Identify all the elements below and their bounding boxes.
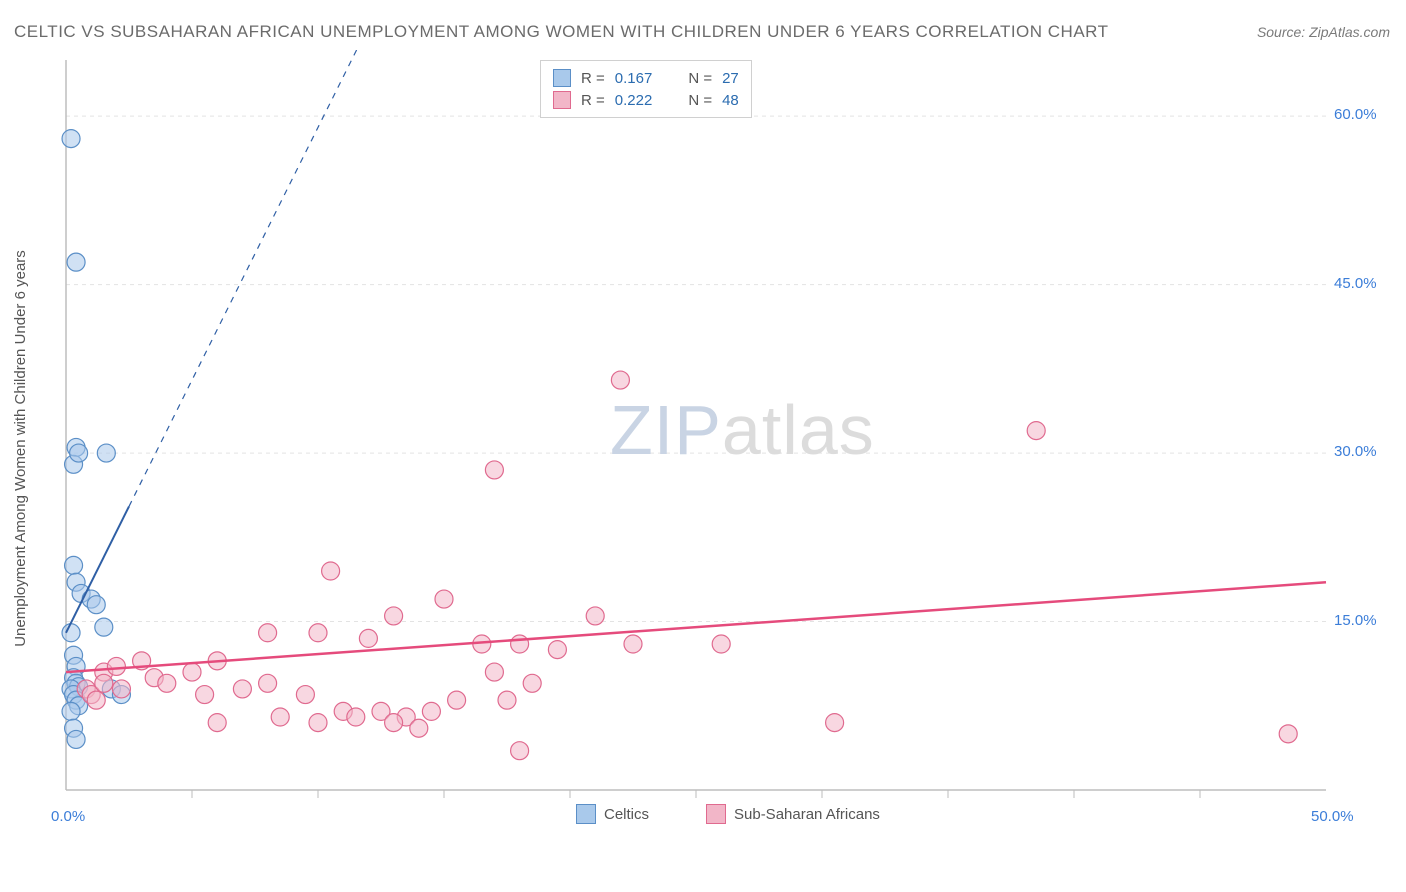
chart-area bbox=[56, 50, 1386, 820]
data-point bbox=[259, 674, 277, 692]
data-point bbox=[712, 635, 730, 653]
data-point bbox=[359, 629, 377, 647]
source-label: Source: ZipAtlas.com bbox=[1257, 24, 1390, 40]
data-point bbox=[422, 702, 440, 720]
data-point bbox=[95, 674, 113, 692]
data-point bbox=[107, 657, 125, 675]
data-point bbox=[1027, 422, 1045, 440]
data-point bbox=[296, 686, 314, 704]
chart-title: CELTIC VS SUBSAHARAN AFRICAN UNEMPLOYMEN… bbox=[14, 22, 1109, 42]
data-point bbox=[67, 730, 85, 748]
legend-row: R = 0.167 N = 27 bbox=[553, 67, 739, 89]
data-point bbox=[87, 691, 105, 709]
data-point bbox=[586, 607, 604, 625]
data-point bbox=[62, 702, 80, 720]
y-tick-label: 60.0% bbox=[1334, 106, 1377, 123]
legend-r-value: 0.222 bbox=[615, 92, 653, 109]
data-point bbox=[97, 444, 115, 462]
data-point bbox=[65, 556, 83, 574]
scatter-plot bbox=[56, 50, 1386, 820]
data-point bbox=[485, 663, 503, 681]
legend-series-label: Sub-Saharan Africans bbox=[734, 806, 880, 823]
data-point bbox=[611, 371, 629, 389]
data-point bbox=[624, 635, 642, 653]
legend-correlation: R = 0.167 N = 27 R = 0.222 N = 48 bbox=[540, 60, 752, 118]
legend-r-label: R = bbox=[581, 70, 605, 87]
data-point bbox=[62, 624, 80, 642]
data-point bbox=[511, 742, 529, 760]
data-point bbox=[233, 680, 251, 698]
data-point bbox=[385, 714, 403, 732]
data-point bbox=[826, 714, 844, 732]
data-point bbox=[62, 130, 80, 148]
trend-line-dashed bbox=[129, 50, 419, 506]
legend-swatch bbox=[576, 804, 596, 824]
legend-series-label: Celtics bbox=[604, 806, 649, 823]
data-point bbox=[1279, 725, 1297, 743]
y-tick-label: 15.0% bbox=[1334, 612, 1377, 629]
legend-r-value: 0.167 bbox=[615, 70, 653, 87]
legend-n-label: N = bbox=[688, 92, 712, 109]
data-point bbox=[87, 596, 105, 614]
data-point bbox=[259, 624, 277, 642]
data-point bbox=[511, 635, 529, 653]
y-axis-label: Unemployment Among Women with Children U… bbox=[12, 250, 29, 647]
data-point bbox=[112, 680, 130, 698]
legend-swatch bbox=[706, 804, 726, 824]
data-point bbox=[309, 624, 327, 642]
data-point bbox=[435, 590, 453, 608]
data-point bbox=[95, 618, 113, 636]
trend-line bbox=[66, 582, 1326, 672]
legend-r-label: R = bbox=[581, 92, 605, 109]
data-point bbox=[309, 714, 327, 732]
legend-n-label: N = bbox=[688, 70, 712, 87]
legend-series: Celtics bbox=[576, 804, 649, 824]
data-point bbox=[448, 691, 466, 709]
data-point bbox=[183, 663, 201, 681]
legend-n-value: 27 bbox=[722, 70, 739, 87]
legend-row: R = 0.222 N = 48 bbox=[553, 89, 739, 111]
legend-n-value: 48 bbox=[722, 92, 739, 109]
data-point bbox=[70, 444, 88, 462]
x-tick-label: 50.0% bbox=[1311, 808, 1354, 825]
data-point bbox=[67, 253, 85, 271]
data-point bbox=[548, 641, 566, 659]
data-point bbox=[523, 674, 541, 692]
data-point bbox=[158, 674, 176, 692]
data-point bbox=[498, 691, 516, 709]
legend-swatch bbox=[553, 69, 571, 87]
legend-series: Sub-Saharan Africans bbox=[706, 804, 880, 824]
data-point bbox=[271, 708, 289, 726]
data-point bbox=[322, 562, 340, 580]
y-tick-label: 30.0% bbox=[1334, 443, 1377, 460]
data-point bbox=[485, 461, 503, 479]
data-point bbox=[347, 708, 365, 726]
data-point bbox=[196, 686, 214, 704]
y-tick-label: 45.0% bbox=[1334, 275, 1377, 292]
data-point bbox=[208, 714, 226, 732]
data-point bbox=[385, 607, 403, 625]
data-point bbox=[410, 719, 428, 737]
legend-swatch bbox=[553, 91, 571, 109]
x-tick-label: 0.0% bbox=[51, 808, 85, 825]
